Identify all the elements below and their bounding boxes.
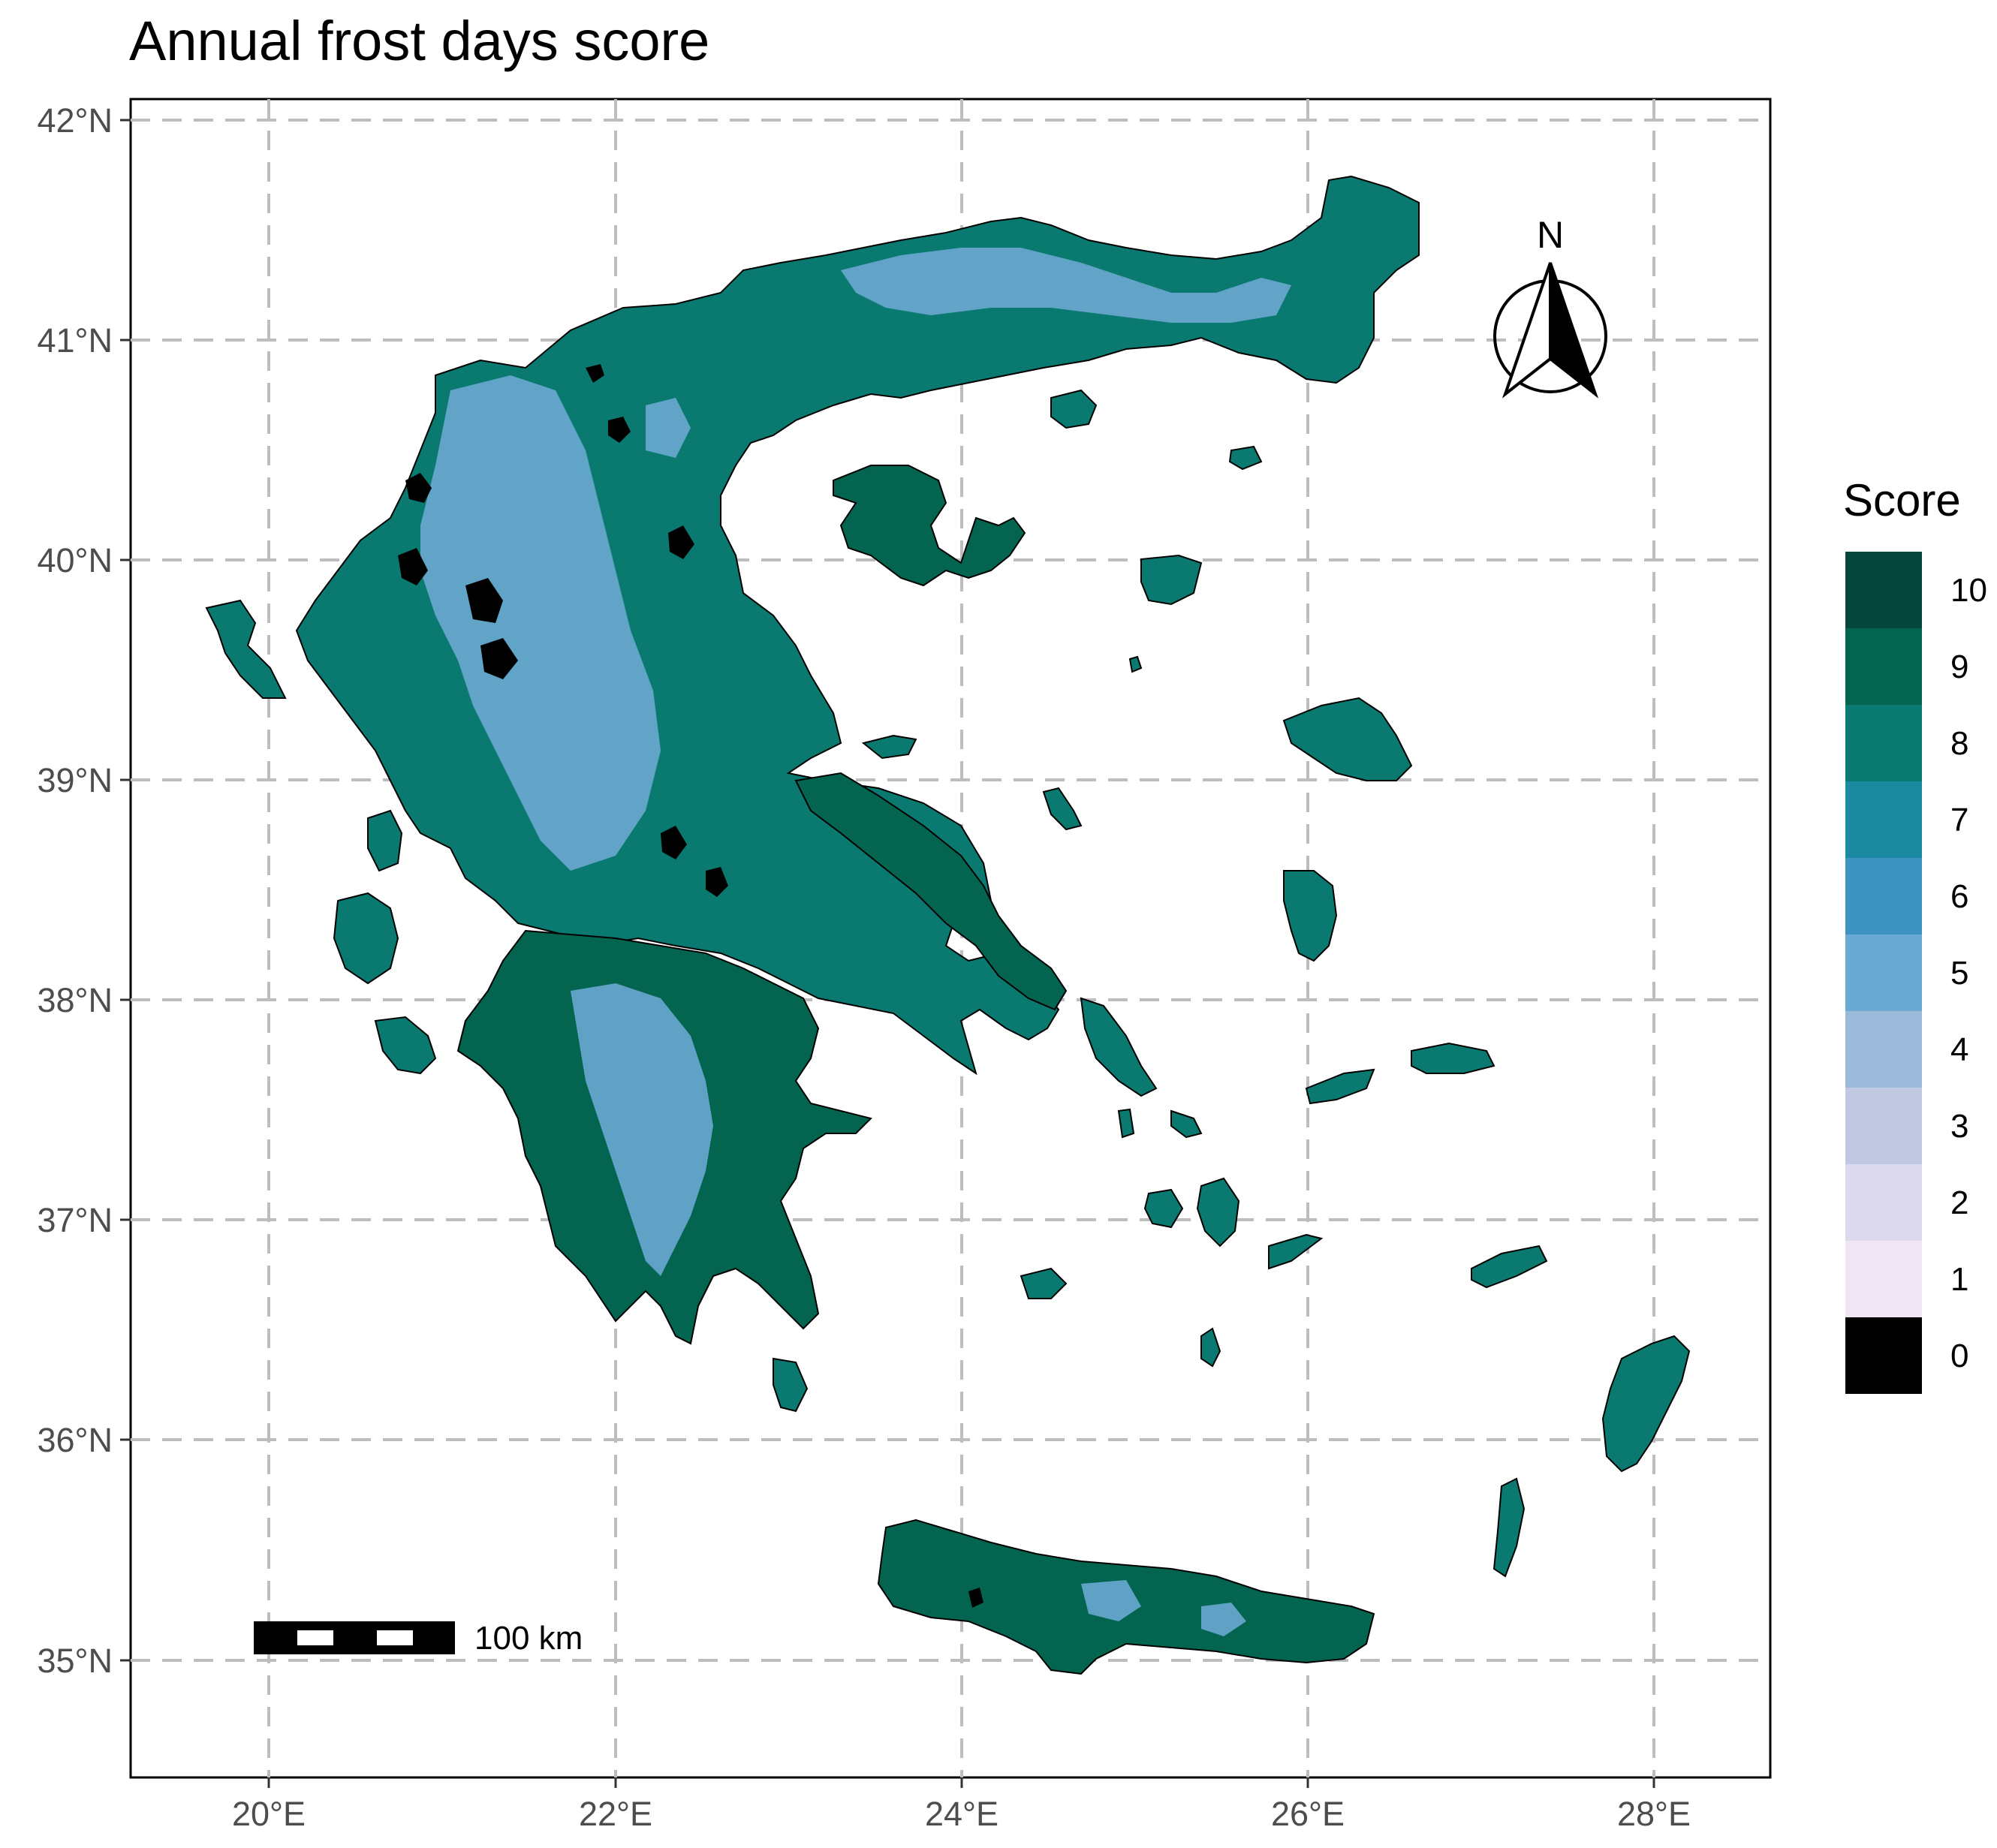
legend-swatch bbox=[1845, 1164, 1922, 1241]
legend-label: 7 bbox=[1950, 802, 1968, 838]
legend-swatch bbox=[1845, 858, 1922, 935]
land-tinos bbox=[1170, 1109, 1203, 1139]
land-kos bbox=[1471, 1245, 1548, 1289]
land-naxos bbox=[1196, 1177, 1240, 1248]
x-tick-label: 24°E bbox=[925, 1795, 999, 1833]
legend-label: 8 bbox=[1950, 725, 1968, 762]
land-andros bbox=[1080, 997, 1158, 1097]
legend-swatch bbox=[1845, 1317, 1922, 1394]
scale-bar: 100 km bbox=[254, 1620, 583, 1657]
legend-swatch bbox=[1845, 1241, 1922, 1317]
land-thasos bbox=[1050, 389, 1098, 429]
land-lefkada bbox=[367, 809, 403, 872]
scale-bar-label: 100 km bbox=[474, 1620, 583, 1657]
x-tick-label: 20°E bbox=[232, 1795, 306, 1833]
legend-label: 2 bbox=[1950, 1184, 1968, 1221]
land-agios-efstratios bbox=[1128, 655, 1143, 673]
north-arrow-label: N bbox=[1537, 214, 1564, 256]
land-amorgos bbox=[1268, 1233, 1324, 1270]
legend-label: 6 bbox=[1950, 878, 1968, 915]
land-samos bbox=[1411, 1042, 1495, 1074]
north-arrow-icon: N bbox=[1493, 214, 1607, 399]
land-rhodes bbox=[1601, 1335, 1691, 1473]
zero-patch-9 bbox=[968, 1588, 983, 1608]
x-tick-label: 22°E bbox=[579, 1795, 652, 1833]
highland-crete bbox=[1081, 1580, 1141, 1621]
land-lesvos bbox=[1282, 697, 1413, 781]
map-title: Annual frost days score bbox=[129, 10, 710, 72]
legend-label: 5 bbox=[1950, 955, 1968, 992]
zero-patch-10 bbox=[586, 364, 604, 383]
land-corfu bbox=[205, 599, 287, 699]
zero-score-areas bbox=[398, 364, 983, 1608]
legend-title: Score bbox=[1843, 475, 1961, 525]
highland-pindus bbox=[420, 375, 661, 871]
legend-label: 10 bbox=[1950, 572, 1987, 609]
zero-patch-1 bbox=[405, 473, 432, 503]
legend-swatch bbox=[1845, 628, 1922, 705]
legend-label: 4 bbox=[1950, 1031, 1968, 1068]
zero-patch-7 bbox=[668, 525, 694, 559]
highland-crete-east bbox=[1201, 1603, 1246, 1636]
legend-swatch bbox=[1845, 1011, 1922, 1088]
land-syros bbox=[1117, 1108, 1135, 1139]
y-tick-label: 40°N bbox=[37, 541, 113, 579]
legend-label: 0 bbox=[1950, 1338, 1968, 1374]
legend-swatch bbox=[1845, 552, 1922, 628]
land-kefalonia bbox=[333, 892, 399, 985]
zero-patch-8 bbox=[608, 417, 631, 443]
legend-swatch bbox=[1845, 1088, 1922, 1164]
y-tick-label: 39°N bbox=[37, 761, 113, 799]
y-tick-label: 42°N bbox=[37, 101, 113, 140]
land-zakynthos bbox=[374, 1016, 437, 1075]
legend-swatch bbox=[1845, 781, 1922, 858]
y-tick-label: 35°N bbox=[37, 1642, 113, 1680]
highland-olympus bbox=[646, 398, 691, 458]
y-tick-label: 38°N bbox=[37, 981, 113, 1019]
land-santorini bbox=[1200, 1327, 1221, 1368]
land-ikaria bbox=[1305, 1068, 1375, 1105]
land-milos bbox=[1020, 1267, 1068, 1299]
land-limnos bbox=[1140, 554, 1203, 606]
land-evia bbox=[794, 772, 1068, 1011]
land-paros bbox=[1143, 1188, 1184, 1229]
x-tick-label: 26°E bbox=[1271, 1795, 1345, 1833]
legend-label: 9 bbox=[1950, 649, 1968, 685]
legend-swatch bbox=[1845, 705, 1922, 781]
x-axis: 20°E 22°E 24°E 26°E 28°E bbox=[232, 1777, 1691, 1833]
y-tick-label: 36°N bbox=[37, 1421, 113, 1459]
land-halkidiki bbox=[833, 465, 1026, 587]
land-samothraki bbox=[1228, 445, 1263, 471]
zero-patch-6 bbox=[706, 867, 728, 897]
zero-patch-3 bbox=[465, 578, 503, 623]
y-tick-label: 37°N bbox=[37, 1201, 113, 1239]
y-axis: 42°N 41°N 40°N 39°N 38°N 37°N 36°N 35°N bbox=[37, 101, 131, 1680]
land-kythira bbox=[773, 1357, 809, 1413]
zero-patch-5 bbox=[661, 826, 687, 859]
highlands bbox=[420, 248, 1291, 1636]
highland-rhodope bbox=[841, 248, 1291, 323]
legend-label: 1 bbox=[1950, 1261, 1968, 1298]
legend-label: 3 bbox=[1950, 1108, 1968, 1145]
land-karpathos bbox=[1492, 1477, 1526, 1578]
highland-peloponnese bbox=[571, 983, 713, 1276]
legend-swatch bbox=[1845, 935, 1922, 1011]
zero-patch-2 bbox=[398, 548, 428, 585]
x-tick-label: 28°E bbox=[1617, 1795, 1691, 1833]
land-chios bbox=[1283, 870, 1338, 962]
land-sporades bbox=[861, 734, 917, 760]
land-skyros bbox=[1042, 787, 1083, 831]
zero-patch-4 bbox=[480, 638, 518, 679]
y-tick-label: 41°N bbox=[37, 321, 113, 360]
